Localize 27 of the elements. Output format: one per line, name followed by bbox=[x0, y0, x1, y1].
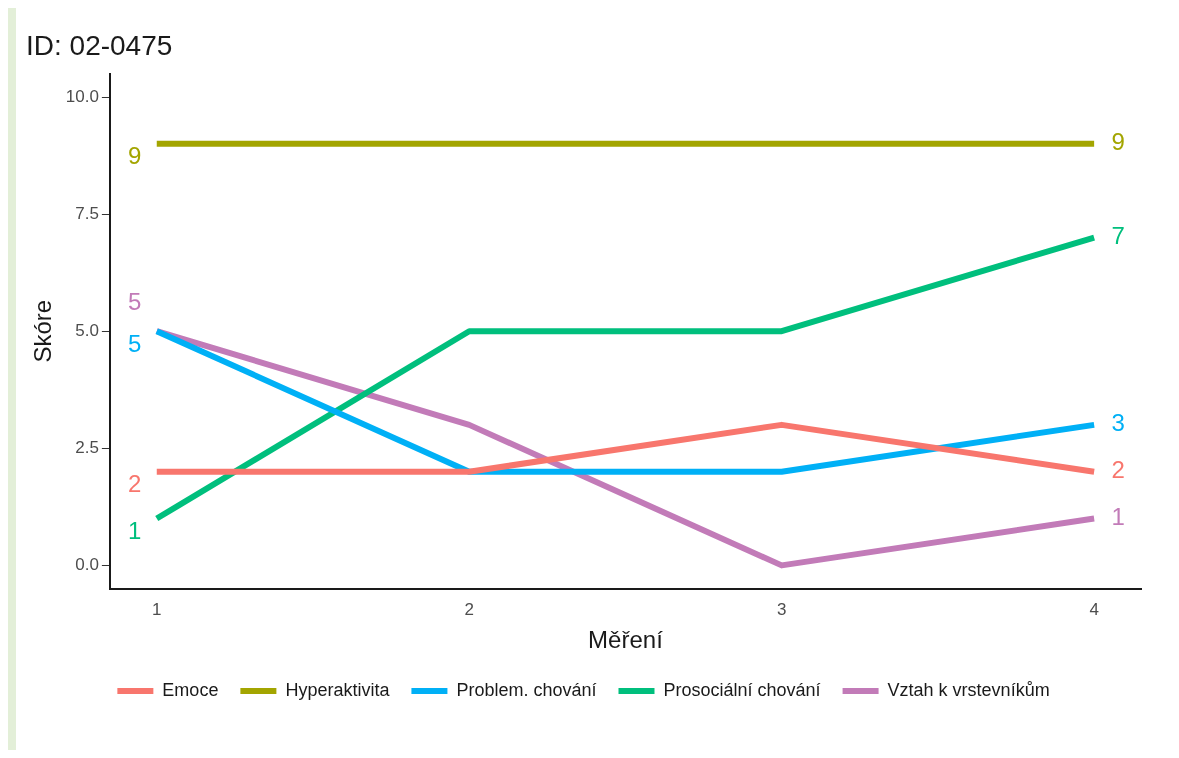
x-tick-label: 2 bbox=[464, 599, 474, 619]
data-label: 9 bbox=[128, 142, 142, 170]
x-axis-title: Měření bbox=[588, 626, 664, 654]
data-label: 7 bbox=[1111, 222, 1125, 250]
y-tick-label: 2.5 bbox=[75, 437, 99, 457]
y-tick-label: 7.5 bbox=[75, 203, 99, 223]
y-tick-label: 0.0 bbox=[75, 555, 99, 575]
legend-label: Prosociální chování bbox=[663, 679, 821, 700]
y-axis-title: Skóre bbox=[29, 299, 57, 363]
x-tick-label: 3 bbox=[776, 599, 787, 619]
data-label: 3 bbox=[1111, 409, 1125, 437]
data-label: 2 bbox=[128, 470, 142, 498]
data-label: 5 bbox=[128, 287, 142, 315]
chart-title: ID: 02-0475 bbox=[26, 29, 173, 61]
y-tick-label: 5.0 bbox=[75, 320, 99, 340]
x-tick-label: 4 bbox=[1089, 599, 1099, 619]
data-label: 2 bbox=[1111, 456, 1125, 484]
legend-label: Hyperaktivita bbox=[285, 679, 391, 700]
y-tick-label: 10.0 bbox=[65, 86, 99, 106]
data-label: 1 bbox=[1111, 503, 1125, 531]
legend-label: Vztah k vrstevníkům bbox=[887, 679, 1050, 700]
legend-label: Problem. chování bbox=[456, 679, 597, 700]
data-label: 5 bbox=[128, 329, 142, 357]
data-label: 1 bbox=[128, 517, 142, 545]
x-tick-label: 1 bbox=[152, 599, 162, 619]
legend-label: Emoce bbox=[162, 679, 219, 700]
data-label: 9 bbox=[1111, 128, 1125, 156]
